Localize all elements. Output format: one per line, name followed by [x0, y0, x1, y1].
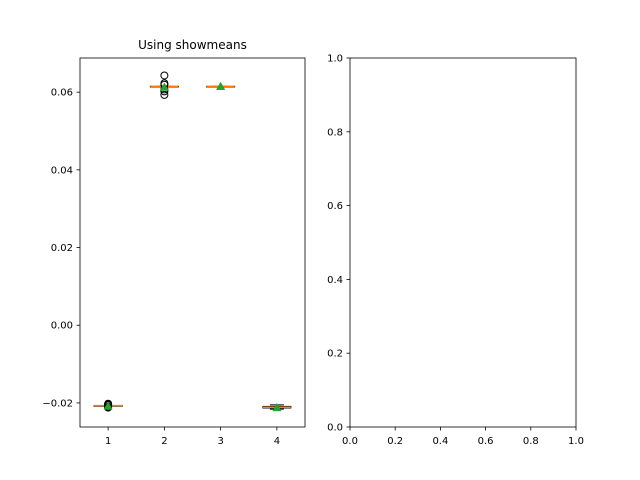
ytick-label-right: 0.2 [327, 349, 343, 360]
flier-2-6 [160, 90, 169, 99]
ytick-label-right: 0.8 [327, 127, 343, 138]
axes-frame-right [349, 57, 577, 428]
chart-title: Using showmeans [138, 38, 247, 52]
xtick-label-left: 3 [217, 436, 223, 447]
mean-marker-3 [216, 81, 226, 90]
mean-marker-1 [103, 401, 113, 410]
xtick-label-right: 0.2 [387, 436, 403, 447]
xtick-label-right: 1.0 [568, 436, 584, 447]
mean-marker-2 [159, 82, 169, 91]
xtick-label-right: 0.4 [432, 436, 448, 447]
xtick-label-right: 0.6 [478, 436, 494, 447]
xtick-label-right: 0.8 [523, 436, 539, 447]
xtick-label-left: 1 [105, 436, 111, 447]
right-axes: 0.0 0.2 0.4 0.6 0.8 1.0 0.0 0.2 0.4 0.6 0.8 1.0 [327, 54, 584, 448]
left-axes: −0.02 0.00 0.02 0.04 0.06 1 2 3 4 [42, 57, 306, 447]
xtick-label-left: 2 [161, 436, 167, 447]
xtick-label-right: 0.0 [342, 436, 358, 447]
flier-2-1 [160, 71, 169, 80]
ytick-label-left: 0.04 [51, 165, 73, 176]
ytick-label-right: 0.4 [327, 275, 343, 286]
xtick-label-left: 4 [274, 436, 280, 447]
ytick-label-left: 0.02 [51, 243, 73, 254]
ytick-label-left: −0.02 [42, 398, 73, 409]
ytick-label-right: 0.6 [327, 201, 343, 212]
ytick-label-left: 0.00 [51, 321, 73, 332]
axes-frame-left [79, 57, 306, 428]
ytick-label-right: 0.0 [327, 423, 343, 434]
mean-marker-4 [272, 402, 282, 412]
ytick-label-left: 0.06 [51, 88, 73, 99]
ytick-label-right: 1.0 [327, 54, 343, 65]
